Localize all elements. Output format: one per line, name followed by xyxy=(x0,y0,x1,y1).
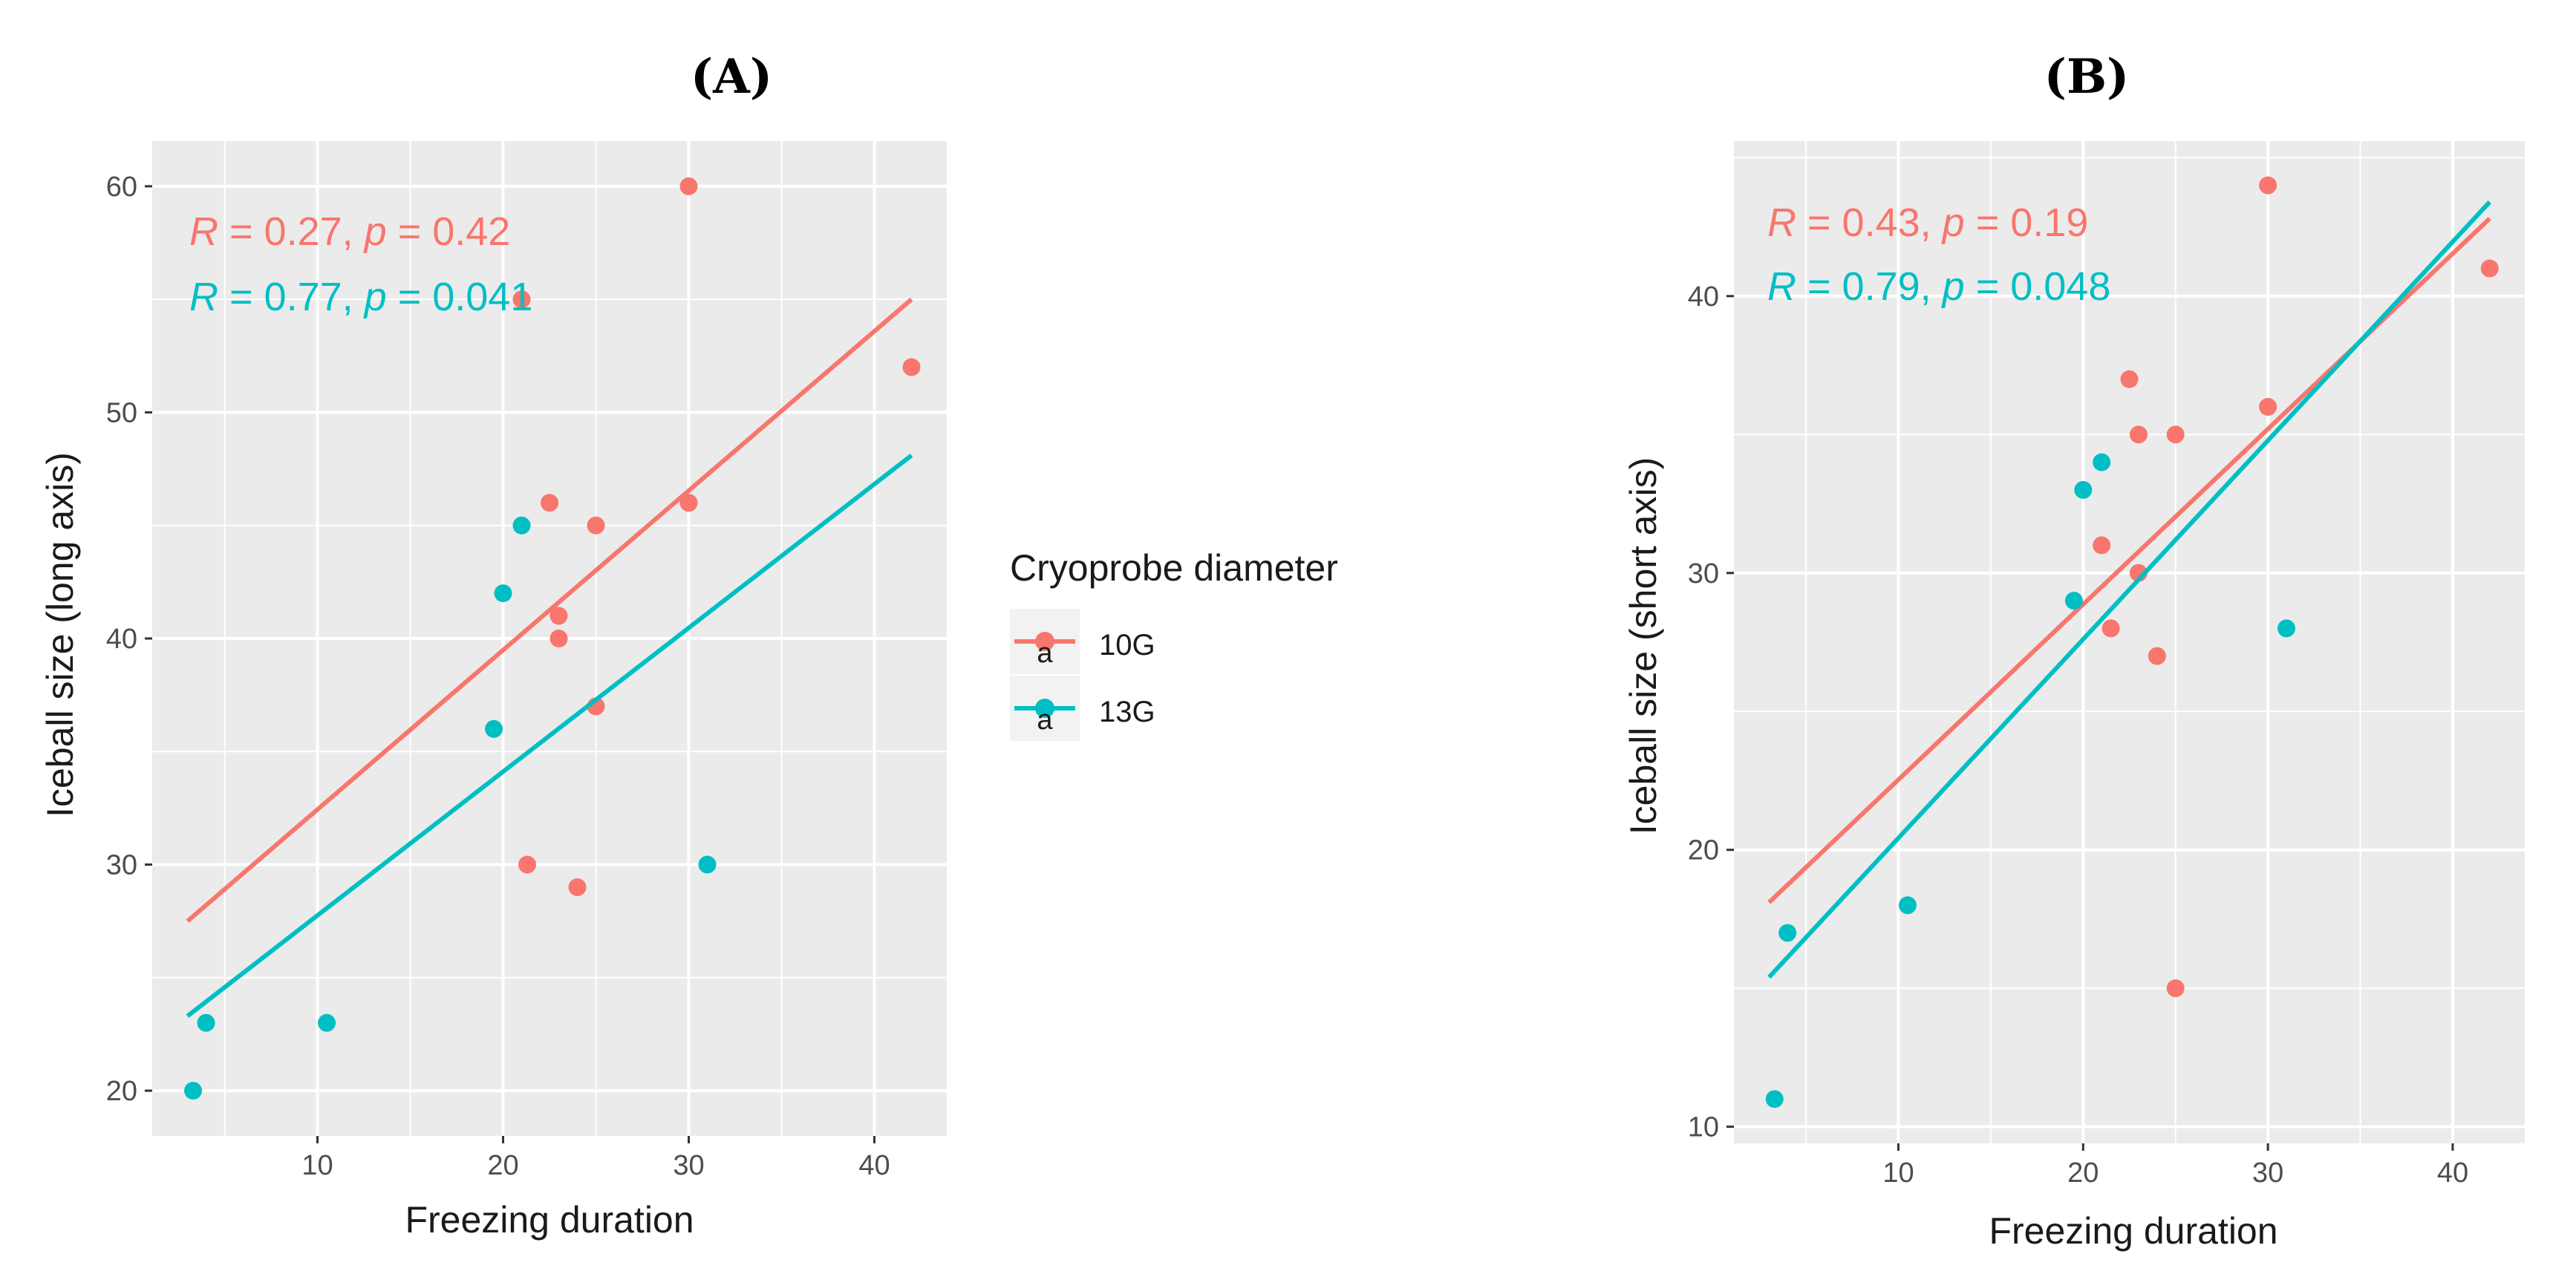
point-13g xyxy=(1898,896,1917,915)
point-10g xyxy=(679,177,698,195)
legend-label-10g: 10G xyxy=(1099,629,1155,662)
point-13g xyxy=(512,516,531,535)
point-10g xyxy=(2166,425,2185,444)
panel-b-annotation-13g: R = 0.79, p = 0.048 xyxy=(1767,264,2110,309)
r-value: = 0.27 xyxy=(218,209,342,254)
point-10g xyxy=(512,290,531,309)
point-10g xyxy=(2480,259,2499,278)
panel-a-annotation-10g: R = 0.27, p = 0.42 xyxy=(189,209,510,254)
x-tick-label: 10 xyxy=(301,1150,333,1181)
point-13g xyxy=(485,719,503,738)
panel-b-xlabel: Freezing duration xyxy=(1989,1210,2277,1252)
y-tick-label: 20 xyxy=(1688,835,1719,866)
point-10g xyxy=(2129,425,2148,444)
point-10g xyxy=(2259,398,2277,416)
x-tick-label: 20 xyxy=(487,1150,518,1181)
x-tick-label: 10 xyxy=(1882,1157,1914,1189)
point-10g xyxy=(550,607,568,625)
point-10g xyxy=(541,494,558,512)
point-13g xyxy=(494,584,512,603)
y-tick-label: 10 xyxy=(1688,1112,1719,1143)
point-13g xyxy=(197,1013,215,1032)
y-tick-label: 40 xyxy=(1688,281,1719,313)
legend-key-13g: a xyxy=(1010,676,1080,741)
point-10g xyxy=(587,516,605,535)
panel-a-xlabel: Freezing duration xyxy=(405,1199,694,1241)
panel-b-title: (B) xyxy=(2044,49,2130,105)
point-10g xyxy=(2120,370,2139,388)
point-13g xyxy=(318,1013,336,1032)
point-13g xyxy=(1778,924,1797,942)
svg-text:a: a xyxy=(1037,638,1053,669)
point-10g xyxy=(568,878,587,896)
panel-a-plot: 10 20 30 40 20 30 40 50 60 xyxy=(106,141,947,1181)
point-10g xyxy=(2166,979,2185,998)
y-tick-label: 40 xyxy=(106,624,137,655)
y-tick-label: 60 xyxy=(106,172,137,203)
fit-line-13g xyxy=(186,453,913,1018)
point-10g xyxy=(679,494,698,512)
point-10g xyxy=(2101,619,2120,638)
x-tick-label: 20 xyxy=(2067,1157,2099,1189)
y-tick-label: 20 xyxy=(106,1076,137,1107)
y-tick-label: 30 xyxy=(1688,558,1719,589)
p-value: = 0.048 xyxy=(1965,264,2111,309)
panel-b-ylabel: Iceball size (short axis) xyxy=(1623,457,1664,835)
r-value: = 0.79 xyxy=(1796,264,1920,309)
point-10g xyxy=(550,630,568,647)
fit-line-13g xyxy=(1767,200,2491,979)
x-tick-label: 30 xyxy=(2252,1157,2283,1189)
point-13g xyxy=(2277,619,2296,638)
p-value: = 0.041 xyxy=(387,275,533,319)
legend-key-10g: a xyxy=(1010,609,1080,674)
point-10g xyxy=(2259,176,2277,195)
panel-b-plot: 10 20 30 40 10 20 30 40 xyxy=(1688,141,2525,1189)
p-value: = 0.19 xyxy=(1965,200,2089,245)
point-13g xyxy=(2074,480,2093,499)
point-10g xyxy=(2148,647,2166,665)
y-tick-label: 30 xyxy=(106,850,137,881)
fit-line-10g xyxy=(186,297,913,923)
point-10g xyxy=(518,855,536,874)
y-tick-label: 50 xyxy=(106,397,137,428)
x-tick-label: 30 xyxy=(673,1150,704,1181)
point-13g xyxy=(698,855,717,874)
r-value: = 0.43 xyxy=(1796,200,1920,245)
x-tick-label: 40 xyxy=(858,1150,890,1181)
point-13g xyxy=(2093,453,2111,471)
p-value: = 0.42 xyxy=(387,209,511,254)
point-13g xyxy=(2064,592,2083,610)
panel-a-ylabel: Iceball size (long axis) xyxy=(39,452,81,817)
point-10g xyxy=(2093,536,2111,555)
panel-a-annotation-13g: R = 0.77, p = 0.041 xyxy=(189,275,532,319)
panel-a-title: (A) xyxy=(691,49,772,105)
legend-title: Cryoprobe diameter xyxy=(1010,547,1338,589)
point-10g xyxy=(902,358,921,376)
point-13g xyxy=(1765,1090,1784,1108)
x-tick-label: 40 xyxy=(2437,1157,2468,1189)
legend: Cryoprobe diameter a 10G a 13G xyxy=(1010,547,1338,741)
panel-b-annotation-10g: R = 0.43, p = 0.19 xyxy=(1767,200,2088,245)
point-13g xyxy=(184,1082,202,1100)
svg-text:a: a xyxy=(1037,705,1053,736)
legend-label-13g: 13G xyxy=(1099,696,1155,728)
r-value: = 0.77 xyxy=(218,275,342,319)
